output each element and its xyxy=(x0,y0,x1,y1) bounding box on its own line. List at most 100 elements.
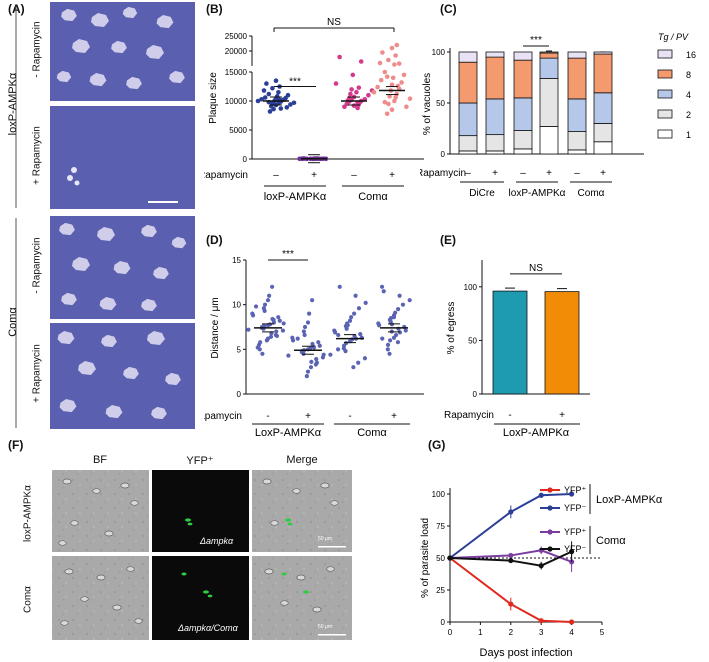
b-point xyxy=(348,91,353,97)
b-point xyxy=(386,101,391,107)
d-point xyxy=(305,369,311,374)
d-point xyxy=(302,332,307,338)
d-point xyxy=(397,293,402,298)
c-bar-segment xyxy=(458,51,478,63)
g-point xyxy=(569,491,575,497)
f-inset-top: Δampkα xyxy=(200,536,234,546)
b-point xyxy=(382,69,388,75)
b-point xyxy=(350,72,356,78)
d-point xyxy=(277,318,282,323)
b-point xyxy=(375,84,380,90)
c-legend-swatch xyxy=(657,129,673,139)
f-bf-bottom xyxy=(52,556,149,640)
d-point xyxy=(268,334,274,339)
e-y-tick-label: 0 xyxy=(473,390,478,399)
b-point xyxy=(407,96,413,101)
g-x-tick-label: 2 xyxy=(509,628,514,637)
c-legend-label: 2 xyxy=(686,110,691,120)
d-treat-label: + xyxy=(305,411,311,422)
d-point xyxy=(250,311,255,316)
c-bar-segment xyxy=(458,102,478,137)
scale-bar xyxy=(148,201,178,203)
d-rapamycin-label: Rapamycin xyxy=(204,411,242,422)
b-point xyxy=(262,95,268,100)
d-point xyxy=(352,311,357,316)
d-point xyxy=(328,352,333,357)
d-point xyxy=(387,351,392,356)
c-bar-segment xyxy=(593,51,613,55)
b-y-tick-label: 20000 xyxy=(225,47,248,56)
a-image-1 xyxy=(50,2,195,101)
d-point xyxy=(381,289,386,294)
b-point xyxy=(358,59,364,64)
c-bar-segment xyxy=(593,53,613,94)
b-point xyxy=(384,111,390,117)
c-bar-segment xyxy=(593,92,613,124)
f-yfp-bottom xyxy=(152,556,249,640)
d-point xyxy=(274,329,279,334)
a-image-4 xyxy=(50,323,195,429)
panel-f-images xyxy=(52,470,352,640)
c-bar-segment xyxy=(593,123,613,143)
g-point xyxy=(508,552,514,559)
b-point xyxy=(266,91,272,97)
chart-g: 0 25 50 75 100 0 1 2 3 4 5 % of parasite load Days p… xyxy=(420,484,663,659)
b-point xyxy=(404,104,409,110)
d-point xyxy=(307,311,312,316)
d-y-tick-label: 15 xyxy=(232,256,241,265)
g-y-tick-label: 0 xyxy=(441,618,446,627)
c-treat-label: + xyxy=(546,168,552,179)
b-point xyxy=(378,77,384,83)
g-point xyxy=(538,618,544,624)
d-point xyxy=(391,315,397,320)
b-point xyxy=(356,85,362,90)
panel-label-c: (C) xyxy=(440,2,457,16)
b-y-label: Plaque size xyxy=(208,72,219,124)
b-point xyxy=(401,72,407,78)
d-point xyxy=(271,317,276,322)
d-point xyxy=(332,328,337,333)
c-bar-segment xyxy=(458,61,478,104)
g-x-label: Days post infection xyxy=(480,647,573,659)
b-point xyxy=(366,92,371,98)
d-point xyxy=(393,332,399,338)
g-x-tick-label: 3 xyxy=(539,628,544,637)
d-sig: *** xyxy=(282,249,294,260)
c-bar-segment xyxy=(513,148,533,155)
g-point xyxy=(447,555,453,561)
d-point xyxy=(290,335,295,340)
g-x-tick-label: 5 xyxy=(600,628,605,637)
c-y-tick-label: 0 xyxy=(441,150,446,159)
d-point xyxy=(253,304,259,309)
a-image-2 xyxy=(50,106,195,209)
c-group-label-2: loxP-AMPKα xyxy=(509,188,566,199)
c-bar-segment xyxy=(539,51,559,54)
a-image-3 xyxy=(50,216,195,319)
b-point xyxy=(394,42,400,48)
d-point xyxy=(310,298,315,303)
c-legend-title: Tg / PV xyxy=(658,32,689,42)
b-point xyxy=(261,88,267,93)
c-bar-segment xyxy=(458,135,478,152)
c-group-label-1: DiCre xyxy=(469,188,495,199)
d-point xyxy=(380,336,385,341)
c-legend-swatch xyxy=(657,109,673,119)
d-point xyxy=(261,306,266,311)
c-bar-segment xyxy=(485,150,505,155)
b-point xyxy=(395,83,401,89)
b-point xyxy=(389,45,395,51)
chart-e: 0 50 100 % of egress NS Rapamycin - + LoxP-AMPKα xyxy=(444,260,590,438)
c-bar-segment xyxy=(513,130,533,150)
g-series-line xyxy=(449,550,573,567)
d-group-label-1: LoxP-AMPKα xyxy=(255,427,322,438)
c-y-label: % of vacuoles xyxy=(422,73,433,135)
d-point xyxy=(393,310,398,315)
d-point xyxy=(396,307,401,312)
b-point xyxy=(284,105,290,110)
d-treat-label: - xyxy=(266,411,269,422)
c-treat-label: – xyxy=(574,168,580,179)
b-treat-label: + xyxy=(389,170,395,181)
b-point xyxy=(354,90,359,95)
b-point xyxy=(274,94,280,99)
d-point xyxy=(260,351,265,356)
